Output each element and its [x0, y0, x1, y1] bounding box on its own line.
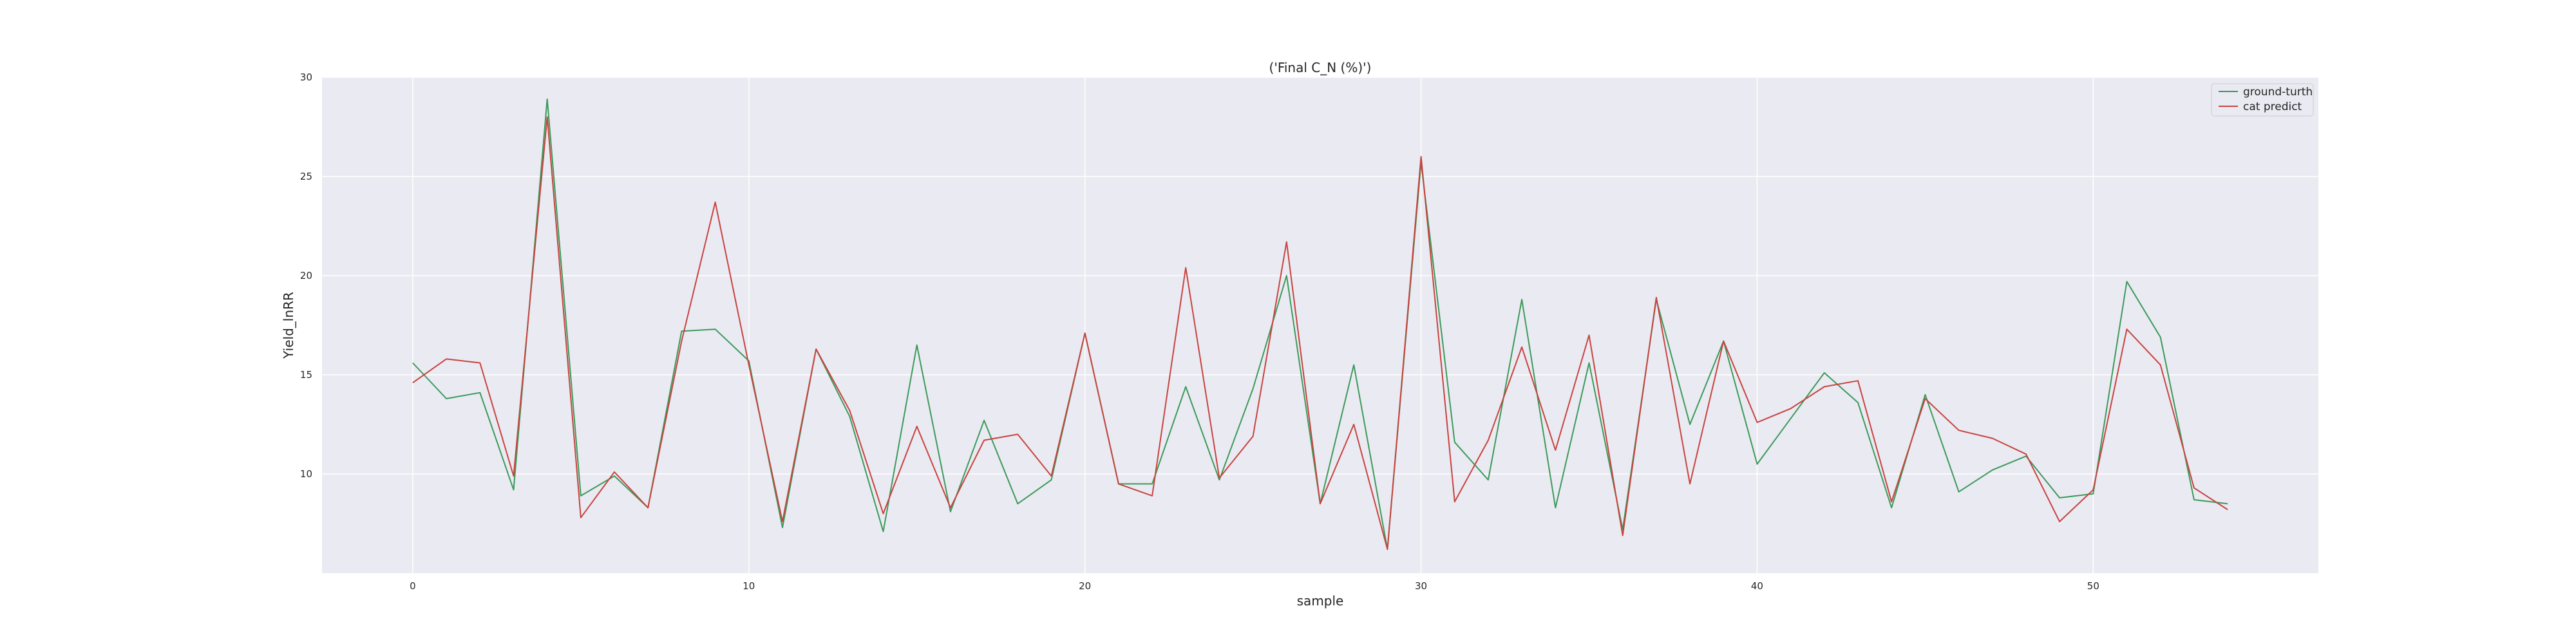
tick-labels: 0 10 20 30 40 50 10 15 20 25 30	[300, 71, 2099, 592]
y-tick-label-30: 30	[300, 71, 312, 83]
x-tick-label-50: 50	[2087, 580, 2099, 592]
legend: ground-turth cat predict	[2211, 83, 2314, 117]
y-tick-label-15: 15	[300, 369, 312, 381]
x-axis-label: sample	[1297, 593, 1344, 609]
x-tick-label-40: 40	[1751, 580, 1763, 592]
y-tick-label-25: 25	[300, 171, 312, 182]
legend-label-ground-turth: ground-turth	[2243, 86, 2313, 99]
series-line-cat-predict	[412, 116, 2228, 550]
x-tick-label-30: 30	[1415, 580, 1427, 592]
legend-label-cat-predict: cat predict	[2243, 100, 2302, 113]
y-axis-label: Yield_lnRR	[281, 292, 296, 359]
plot-area	[322, 77, 2318, 573]
series-lines	[412, 98, 2228, 550]
chart-title: ('Final C_N (%)')	[1269, 60, 1372, 75]
y-tick-label-10: 10	[300, 468, 312, 480]
x-tick-label-20: 20	[1079, 580, 1091, 592]
x-tick-label-10: 10	[743, 580, 755, 592]
y-tick-label-20: 20	[300, 270, 312, 281]
x-tick-label-0: 0	[410, 580, 416, 592]
